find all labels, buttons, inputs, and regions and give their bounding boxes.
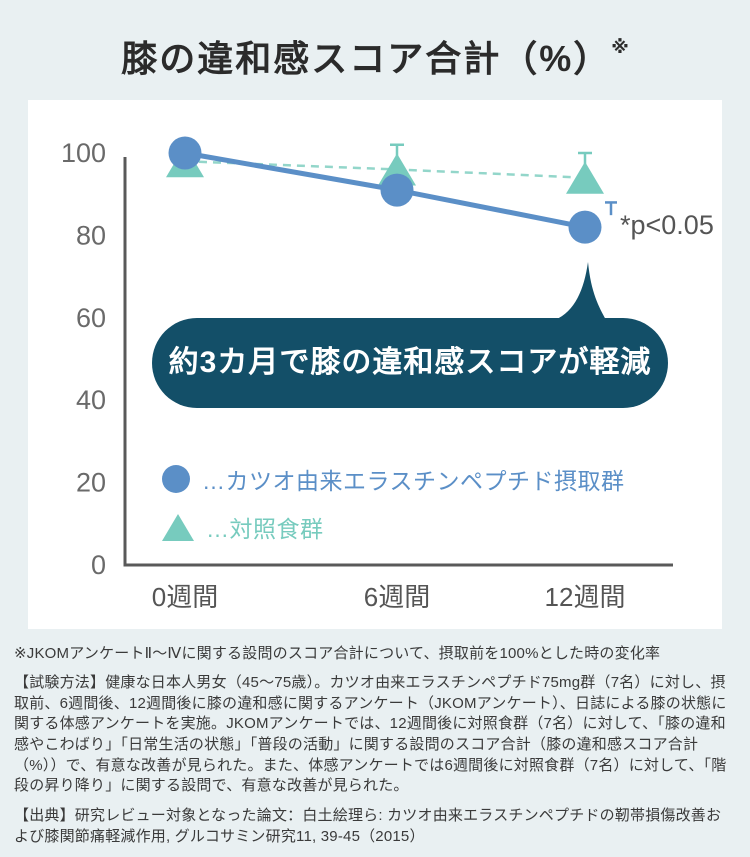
legend-label-elastin-group: …カツオ由来エラスチンペプチド摂取群 bbox=[202, 468, 625, 494]
footnote-source: 【出典】研究レビュー対象となった論文：白土絵理ら: カツオ由来エラスチンペプチド… bbox=[14, 807, 722, 845]
legend-item-elastin-group: …カツオ由来エラスチンペプチド摂取群 bbox=[162, 462, 625, 496]
svg-text:0週間: 0週間 bbox=[152, 582, 218, 612]
footnote-jkom-note: ※JKOMアンケートⅡ～Ⅳに関する設問のスコア合計について、摂取前を100%とし… bbox=[14, 645, 661, 662]
footnotes: ※JKOMアンケートⅡ～Ⅳに関する設問のスコア合計について、摂取前を100%とし… bbox=[14, 643, 736, 857]
chart-card: 0 20 40 60 80 100 0週間 6週間 12週間 *p<0.05 約3カ月で膝の違和感… bbox=[28, 100, 722, 629]
title-note-mark: ※ bbox=[611, 37, 629, 57]
svg-text:60: 60 bbox=[76, 303, 106, 333]
legend-item-control-group: …対照食群 bbox=[162, 510, 625, 544]
chart-legend: …カツオ由来エラスチンペプチド摂取群 …対照食群 bbox=[162, 462, 625, 544]
svg-text:20: 20 bbox=[76, 468, 106, 498]
svg-text:100: 100 bbox=[61, 138, 106, 168]
triangle-marker-icon bbox=[162, 513, 194, 541]
page-title: 膝の違和感スコア合計（%）※ bbox=[0, 0, 750, 82]
svg-text:0: 0 bbox=[91, 550, 106, 580]
legend-label-control-group: …対照食群 bbox=[206, 516, 324, 542]
svg-text:80: 80 bbox=[76, 220, 106, 250]
svg-text:40: 40 bbox=[76, 385, 106, 415]
chart-svg: 0 20 40 60 80 100 0週間 6週間 12週間 *p<0.05 bbox=[61, 136, 714, 612]
page-title-text: 膝の違和感スコア合計（%） bbox=[121, 38, 612, 79]
callout-bubble: 約3カ月で膝の違和感スコアが軽減 bbox=[152, 318, 668, 408]
svg-text:12週間: 12週間 bbox=[545, 582, 626, 612]
svg-text:*p<0.05: *p<0.05 bbox=[620, 210, 714, 240]
footnote-method: 【試験方法】健康な日本人男女（45～75歳）。カツオ由来エラスチンペプチド75m… bbox=[14, 674, 727, 795]
svg-text:6週間: 6週間 bbox=[364, 582, 430, 612]
circle-marker-icon bbox=[162, 465, 190, 493]
